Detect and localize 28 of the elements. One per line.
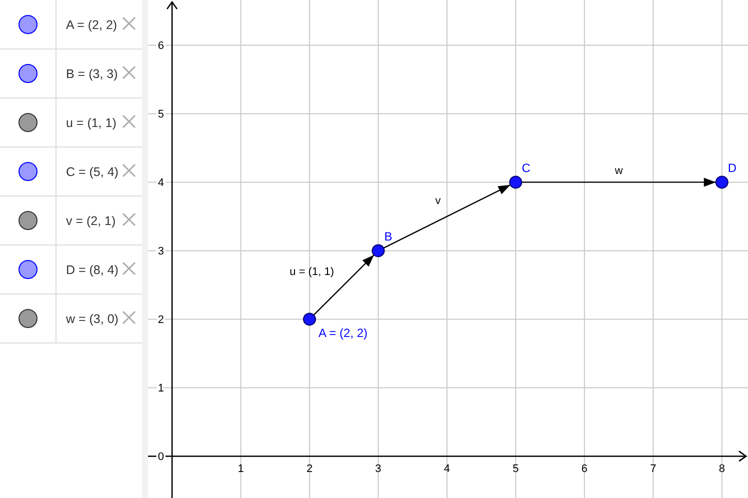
annotation: C bbox=[522, 161, 531, 176]
text: B = (3, 3) bbox=[66, 67, 118, 81]
y-tick-label: 4 bbox=[158, 177, 164, 190]
y-tick-label: 1 bbox=[158, 382, 164, 395]
series-label: u = (1, 1) bbox=[290, 266, 334, 278]
annotation: D bbox=[728, 161, 737, 176]
text: u = (1, 1) bbox=[66, 116, 116, 130]
x-tick-label: 2 bbox=[306, 463, 313, 476]
x-tick-label: 1 bbox=[238, 463, 244, 476]
text: v = (2, 1) bbox=[66, 214, 116, 228]
y-tick-label: 5 bbox=[158, 108, 164, 121]
y-tick-label: 3 bbox=[158, 246, 164, 258]
series-label: w bbox=[614, 165, 623, 178]
x-tick-label: 4 bbox=[444, 463, 450, 476]
text: w = (3, 0) bbox=[65, 312, 118, 326]
text: C = (5, 4) bbox=[66, 165, 118, 179]
annotation: A = (2, 2) bbox=[318, 326, 368, 340]
text: D = (8, 4) bbox=[66, 263, 118, 277]
y-tick-label: 2 bbox=[158, 314, 164, 326]
x-tick-label: 8 bbox=[718, 463, 725, 476]
text: A = (2, 2) bbox=[66, 18, 118, 32]
x-tick-label: 6 bbox=[581, 463, 588, 476]
x-tick-label: 7 bbox=[650, 463, 656, 476]
y-tick-label: 6 bbox=[158, 40, 164, 52]
annotation: B bbox=[384, 230, 392, 244]
x-tick-label: 5 bbox=[512, 463, 519, 476]
series-label: v bbox=[435, 194, 442, 207]
x-tick-label: 3 bbox=[375, 463, 382, 476]
